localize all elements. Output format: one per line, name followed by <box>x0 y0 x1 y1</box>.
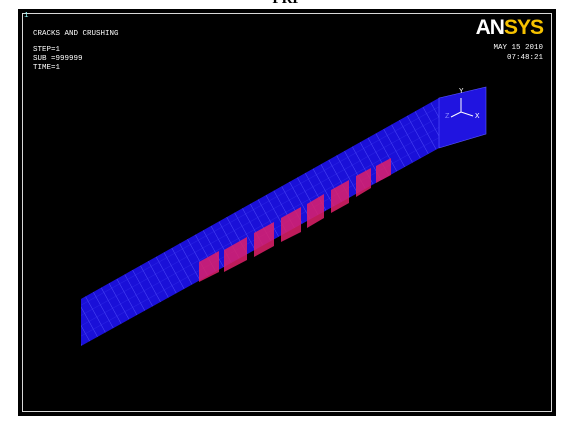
plot-title: CRACKS AND CRUSHING <box>33 30 119 39</box>
time: TIME=1 <box>33 64 60 73</box>
ansys-logo: ANSYS <box>476 16 543 40</box>
beam-front-face <box>81 98 439 346</box>
date: MAY 15 2010 <box>493 44 543 53</box>
triad-x: X <box>475 113 480 122</box>
step: STEP=1 <box>33 46 60 55</box>
caption: FRP <box>0 0 574 8</box>
logo-left: AN <box>476 16 504 39</box>
substep: SUB =999999 <box>33 55 83 64</box>
triad-y: Y <box>459 88 464 97</box>
triad-z: Z <box>445 113 450 122</box>
window-number: 1 <box>24 12 29 21</box>
page: {"caption": "FRP", "window": {"number": … <box>0 0 574 435</box>
clock: 07:48:21 <box>507 54 543 63</box>
model-view <box>19 10 555 415</box>
logo-right: SYS <box>504 16 543 39</box>
ansys-graphics-window: 1 CRACKS AND CRUSHING STEP=1 SUB =999999… <box>18 9 556 416</box>
